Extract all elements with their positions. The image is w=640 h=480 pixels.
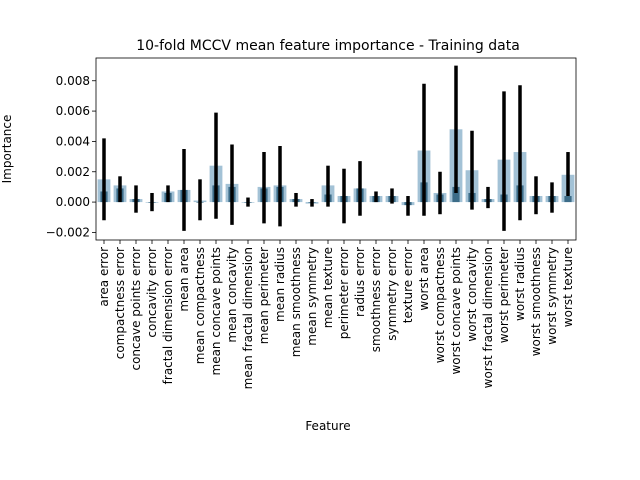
x-tick-label: mean concave points xyxy=(209,247,223,376)
y-tick-label: 0.002 xyxy=(56,165,90,179)
x-axis-label: Feature xyxy=(305,419,350,433)
x-tick-label: worst perimeter xyxy=(497,247,511,343)
plot-area-frame xyxy=(95,57,577,241)
y-tick-label: −0.002 xyxy=(46,225,90,239)
x-tick-label: worst fractal dimension xyxy=(481,247,495,388)
x-tick-label: mean perimeter xyxy=(257,247,271,344)
x-tick-label: area error xyxy=(97,247,111,307)
y-tick-label: 0.004 xyxy=(56,134,90,148)
x-tick-label: concave points error xyxy=(129,247,143,371)
x-tick-label: mean area xyxy=(177,247,191,312)
x-tick-label: mean fractal dimension xyxy=(241,247,255,389)
x-tick-label: mean radius xyxy=(273,247,287,322)
x-tick-label: fractal dimension error xyxy=(161,247,175,384)
x-axis: area error compactness error concave point… xyxy=(97,240,575,389)
x-tick-label: radius error xyxy=(353,247,367,317)
y-tick-label: 0.000 xyxy=(56,195,90,209)
bar-dark xyxy=(452,186,460,203)
x-tick-label: mean concavity xyxy=(225,247,239,343)
x-tick-label: perimeter error xyxy=(337,247,351,339)
x-tick-label: worst concavity xyxy=(465,247,479,342)
x-tick-label: worst concave points xyxy=(449,247,463,375)
x-tick-label: mean symmetry xyxy=(305,247,319,346)
y-axis: −0.002 0.000 0.002 0.004 0.006 0.008 xyxy=(46,74,96,239)
x-tick-label: worst symmetry xyxy=(545,247,559,345)
x-tick-label: concavity error xyxy=(145,247,159,338)
x-tick-label: symmetry error xyxy=(385,247,399,341)
x-tick-label: worst compactness xyxy=(433,247,447,363)
x-tick-label: compactness error xyxy=(113,247,127,359)
x-tick-label: worst radius xyxy=(513,247,527,321)
x-tick-label: texture error xyxy=(401,247,415,323)
x-tick-label: mean compactness xyxy=(193,247,207,364)
y-tick-label: 0.006 xyxy=(56,104,90,118)
x-tick-label: worst texture xyxy=(561,247,575,327)
y-axis-label: Importance xyxy=(0,115,14,184)
x-tick-label: smoothness error xyxy=(369,247,383,352)
x-tick-label: mean smoothness xyxy=(289,247,303,357)
error-bars xyxy=(102,65,570,231)
chart-title: 10-fold MCCV mean feature importance - T… xyxy=(136,38,520,54)
bar-dark xyxy=(564,196,572,203)
x-tick-label: mean texture xyxy=(321,247,335,328)
x-tick-label: worst smoothness xyxy=(529,247,543,356)
y-tick-label: 0.008 xyxy=(56,74,90,88)
x-tick-label: worst area xyxy=(417,247,431,311)
